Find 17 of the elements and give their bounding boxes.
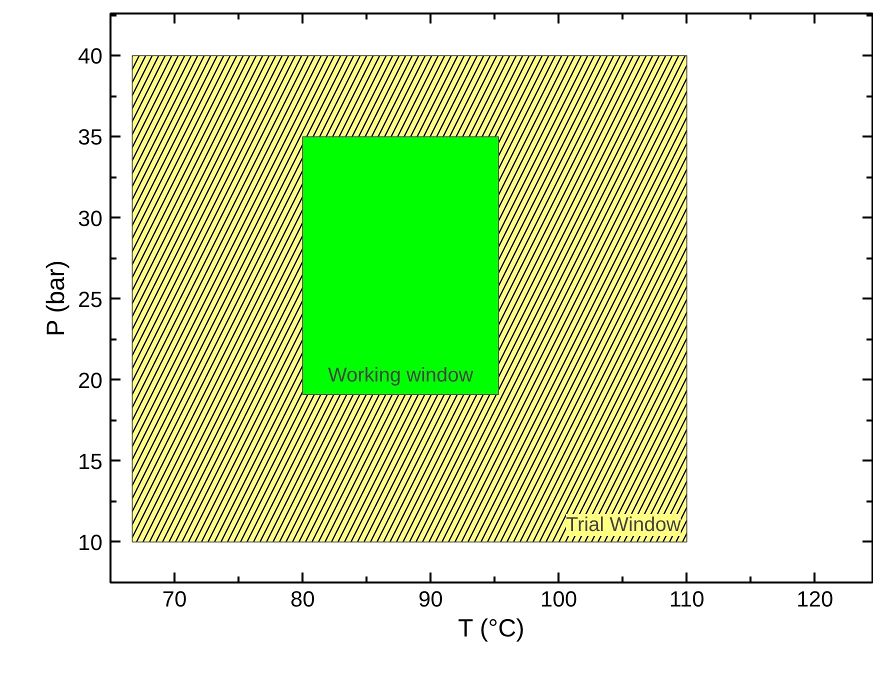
y-tick-label: 40: [78, 44, 103, 69]
y-tick-label: 20: [78, 368, 103, 393]
y-axis-title: P (bar): [42, 260, 70, 336]
annotation: Trial Window: [566, 514, 682, 536]
y-tick-label: 25: [78, 286, 103, 312]
x-tick-label: 110: [669, 586, 704, 612]
y-tick-label: 10: [78, 530, 103, 555]
x-tick-label: 80: [290, 586, 315, 612]
x-tick-label: 70: [162, 586, 187, 612]
annotation: Working window: [328, 364, 474, 386]
y-tick-label: 35: [78, 124, 103, 150]
y-tick-label: 30: [78, 206, 103, 231]
x-tick-label: 90: [418, 586, 443, 612]
x-tick-label: 100: [540, 586, 578, 612]
y-tick-label: 15: [78, 448, 103, 474]
x-tick-label: 120: [796, 586, 834, 612]
x-axis-title: T (°C): [458, 614, 525, 642]
